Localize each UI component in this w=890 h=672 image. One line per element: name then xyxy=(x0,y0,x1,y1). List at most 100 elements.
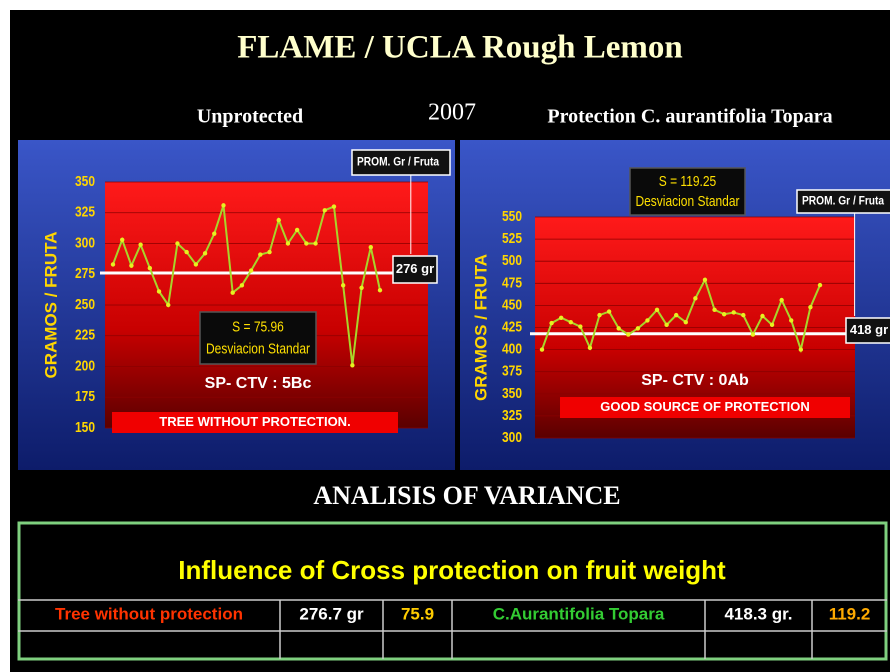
data-point xyxy=(368,244,373,250)
data-point xyxy=(239,283,245,288)
y-tick-label: 525 xyxy=(502,230,522,247)
data-point xyxy=(175,241,180,246)
slide-title: FLAME / UCLA Rough Lemon xyxy=(237,30,683,66)
data-point xyxy=(587,345,593,351)
data-point xyxy=(313,241,318,246)
data-point xyxy=(568,319,573,325)
std-label: S = 119.25 xyxy=(659,173,716,190)
y-tick-label: 475 xyxy=(502,274,522,291)
table-cell: 418.3 gr. xyxy=(724,604,792,623)
std-label: S = 75.96 xyxy=(232,318,284,335)
data-point xyxy=(120,237,125,243)
mean-box xyxy=(392,255,438,284)
data-point xyxy=(147,265,153,271)
data-line xyxy=(112,205,381,366)
data-point xyxy=(769,322,775,328)
data-point xyxy=(760,313,765,319)
data-point xyxy=(654,307,660,313)
table-cell: 119.2 xyxy=(829,604,871,623)
data-point xyxy=(702,277,708,282)
y-tick-label: 200 xyxy=(75,357,95,374)
data-line xyxy=(541,277,821,354)
y-tick-label: 375 xyxy=(502,362,522,379)
mean-label: 418 gr xyxy=(850,322,888,337)
mean-box xyxy=(845,317,890,344)
data-point xyxy=(221,203,226,208)
table-cell: 276.7 gr xyxy=(299,604,364,623)
data-point xyxy=(558,315,564,320)
data-point xyxy=(693,296,698,301)
data-point xyxy=(350,363,355,368)
data-point xyxy=(578,324,583,329)
data-point xyxy=(798,347,804,352)
y-tick-label: 175 xyxy=(75,388,95,405)
subtitle-right: Protection C. aurantifolia Topara xyxy=(547,106,832,128)
table-cell: 75.9 xyxy=(401,604,434,623)
y-tick-label: 325 xyxy=(75,203,95,220)
annotation: SP- CTV : 0Ab xyxy=(641,372,749,389)
data-point xyxy=(597,312,602,318)
data-point xyxy=(721,312,727,317)
annotation: SP- CTV : 5Bc xyxy=(205,375,312,392)
data-point xyxy=(741,312,746,318)
data-point xyxy=(166,302,171,308)
data-point xyxy=(156,289,162,294)
y-tick-label: 150 xyxy=(75,419,95,436)
data-point xyxy=(304,241,309,246)
data-point xyxy=(110,262,116,267)
y-tick-label: 300 xyxy=(502,429,522,446)
data-point xyxy=(276,217,281,223)
data-point xyxy=(258,252,263,257)
data-point xyxy=(616,326,621,331)
mean-title: PROM. Gr / Fruta xyxy=(357,156,440,169)
banner xyxy=(560,397,850,418)
table-cell: C.Aurantifolia Topara xyxy=(493,604,665,623)
chart: 300 325 350 375 400 425 450 475 500 525 550 GRAMOS … xyxy=(460,140,890,470)
y-tick-label: 400 xyxy=(502,340,522,357)
y-tick-label: 250 xyxy=(75,296,95,313)
data-point xyxy=(549,320,554,326)
table-title: Influence of Cross protection on fruit w… xyxy=(178,555,726,585)
data-point xyxy=(359,285,364,290)
y-tick-label: 225 xyxy=(75,326,95,343)
data-point xyxy=(779,297,784,303)
banner-text: TREE WITHOUT PROTECTION. xyxy=(159,414,350,429)
chart: 150 175 200 225 250 275 300 325 350 GRAMOS / FRUT… xyxy=(18,140,455,470)
subtitle-left: Unprotected xyxy=(197,106,303,128)
y-tick-label: 350 xyxy=(502,385,522,402)
data-point xyxy=(129,263,134,268)
data-point xyxy=(808,304,813,310)
data-point xyxy=(635,326,641,331)
std-title: Desviacion Standar xyxy=(635,193,739,210)
mean-title-box xyxy=(351,149,451,176)
data-point xyxy=(138,242,143,247)
y-axis-label: GRAMOS / FRUTA xyxy=(41,231,60,378)
data-point xyxy=(377,288,383,293)
data-point xyxy=(683,319,688,325)
banner-text: GOOD SOURCE OF PROTECTION xyxy=(600,399,809,414)
y-tick-label: 350 xyxy=(75,173,95,190)
mean-title: PROM. Gr / Fruta xyxy=(802,195,885,208)
std-title: Desviacion Standar xyxy=(206,340,310,357)
data-point xyxy=(645,318,650,323)
data-point xyxy=(202,251,208,256)
mean-title-box xyxy=(796,189,890,214)
y-tick-label: 425 xyxy=(502,318,522,335)
data-point xyxy=(331,204,337,209)
data-point xyxy=(230,290,235,295)
data-point xyxy=(539,347,545,352)
data-point xyxy=(626,332,631,337)
banner xyxy=(112,412,398,433)
data-point xyxy=(731,310,736,315)
data-point xyxy=(606,309,612,314)
y-tick-label: 325 xyxy=(502,407,522,424)
data-point xyxy=(817,282,823,288)
data-point xyxy=(248,268,254,273)
data-point xyxy=(664,322,669,328)
data-point xyxy=(789,318,794,323)
mean-label: 276 gr xyxy=(396,261,434,276)
y-tick-label: 500 xyxy=(502,252,522,269)
std-box xyxy=(629,167,746,216)
